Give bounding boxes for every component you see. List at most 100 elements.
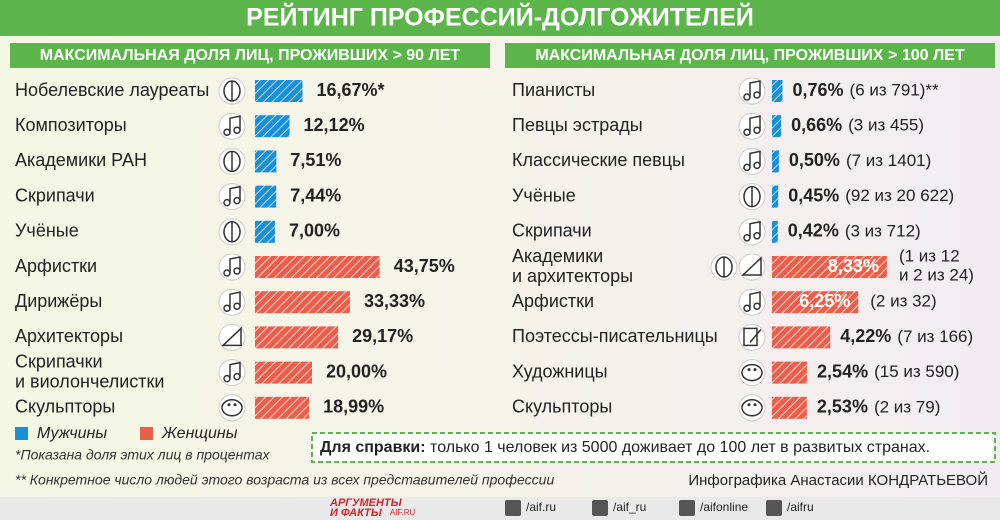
bar [255, 291, 350, 314]
bar [772, 185, 779, 208]
reference-text: только 1 человек из 5000 доживает до 100… [430, 439, 930, 456]
note: ** Конкретное число людей этого возраста… [15, 472, 554, 488]
bar [772, 150, 779, 173]
category-label: Композиторы [15, 115, 127, 135]
value-label: 0,76% [792, 80, 843, 100]
social-link[interactable]: /aifonline [700, 500, 748, 514]
icon [229, 256, 241, 273]
bar [772, 361, 808, 384]
value-label: 0,66% [791, 115, 842, 135]
icon [747, 368, 751, 372]
panel-title: МАКСИМАЛЬНАЯ ДОЛЯ ЛИЦ, ПРОЖИВШИХ > 90 ЛЕ… [40, 47, 461, 64]
icon [749, 115, 761, 133]
bar [772, 115, 782, 138]
detail-label: (3 из 455) [848, 116, 924, 135]
credit: Инфографика Анастасии КОНДРАТЬЕВОЙ [688, 471, 988, 489]
category-label: Скульпторы [15, 397, 115, 417]
social-link[interactable]: /aifru [787, 500, 814, 514]
icon [749, 291, 761, 309]
title-bar [0, 0, 1000, 36]
bar [255, 150, 277, 173]
text-line: и 2 из 24) [899, 266, 974, 285]
title: РЕЙТИНГ ПРОФЕССИЙ-ДОЛГОЖИТЕЛЕЙ [246, 2, 754, 32]
category-label: Арфистки [15, 256, 97, 276]
bar [772, 396, 807, 419]
text-line: и виолончелистки [15, 371, 164, 391]
detail-label: (1 из 12 и 2 из 24) [899, 247, 974, 285]
category-label: Академики РАН [15, 150, 147, 170]
icon-frame [738, 323, 766, 351]
category-label: Арфистки [512, 291, 594, 311]
text-line: (1 из 12 [899, 247, 960, 266]
value-label: 2,54% [817, 361, 868, 381]
social-link[interactable]: /aif.ru [526, 500, 556, 514]
panel-title: МАКСИМАЛЬНАЯ ДОЛЯ ЛИЦ, ПРОЖИВШИХ > 100 Л… [535, 47, 965, 64]
bar [772, 256, 887, 278]
icon [749, 328, 762, 343]
category-label: Скрипачи [15, 185, 95, 205]
logo: AIF.RU [390, 508, 416, 517]
social-icon[interactable] [766, 500, 782, 516]
icon [229, 291, 241, 309]
value-label: 0,42% [788, 221, 839, 241]
category-label: Дирижёры [15, 291, 102, 311]
bar [255, 361, 312, 384]
social-link[interactable]: /aif_ru [613, 500, 646, 514]
social-icon[interactable] [592, 500, 608, 516]
icon-frame [738, 359, 766, 387]
text-line: и архитекторы [512, 266, 633, 286]
icon [233, 403, 237, 407]
icon [753, 403, 757, 407]
legend-label: Женщины [161, 425, 238, 442]
value-label: 18,99% [323, 397, 384, 417]
social-icon[interactable] [505, 500, 521, 516]
icon [227, 403, 231, 407]
footer-bar [0, 497, 1000, 520]
legend-swatch [140, 427, 153, 440]
category-label: Скульпторы [512, 397, 612, 417]
text-line: Академики [512, 246, 603, 266]
icon [749, 150, 761, 168]
icon [741, 256, 762, 276]
category-label: Академики и архитекторы [512, 246, 633, 286]
value-label: 12,12% [304, 115, 365, 135]
value-label: 0,50% [789, 150, 840, 170]
bar [772, 80, 783, 102]
icon [747, 403, 751, 407]
bar [772, 326, 831, 349]
icon [229, 361, 241, 379]
value-label: 4,22% [840, 326, 891, 346]
bar [255, 80, 303, 102]
reference: Для справки: только 1 человек из 5000 до… [320, 439, 930, 456]
bar [255, 396, 310, 419]
category-label: Классические певцы [512, 150, 685, 170]
icon [741, 399, 763, 417]
category-label: Архитекторы [15, 326, 123, 346]
social-icon[interactable] [679, 500, 695, 516]
icon [221, 326, 242, 347]
value-label: 29,17% [352, 326, 413, 346]
icon [753, 368, 757, 372]
icon [221, 399, 243, 417]
detail-label: (2 из 32) [870, 292, 936, 311]
icon [741, 363, 763, 382]
value-label: 6,25% [799, 291, 850, 311]
category-label: Скрипачки и виолончелистки [15, 351, 164, 391]
detail-label: (7 из 1401) [846, 151, 931, 170]
bar [255, 326, 339, 349]
panel-header [505, 43, 995, 68]
icon [749, 220, 761, 238]
category-label: Учёные [15, 221, 79, 241]
reference-label: Для справки: [320, 439, 426, 456]
legend-label: Мужчины [37, 425, 107, 442]
value-label: 7,44% [290, 185, 341, 205]
bar [255, 185, 277, 208]
value-label: 43,75% [394, 256, 455, 276]
icon [749, 80, 761, 97]
logo: АРГУМЕНТЫ [329, 497, 403, 509]
detail-label: (3 из 712) [845, 221, 921, 240]
value-label: 16,67%* [317, 80, 385, 100]
detail-label: (92 из 20 622) [845, 186, 954, 205]
category-label: Нобелевские лауреаты [15, 80, 209, 100]
